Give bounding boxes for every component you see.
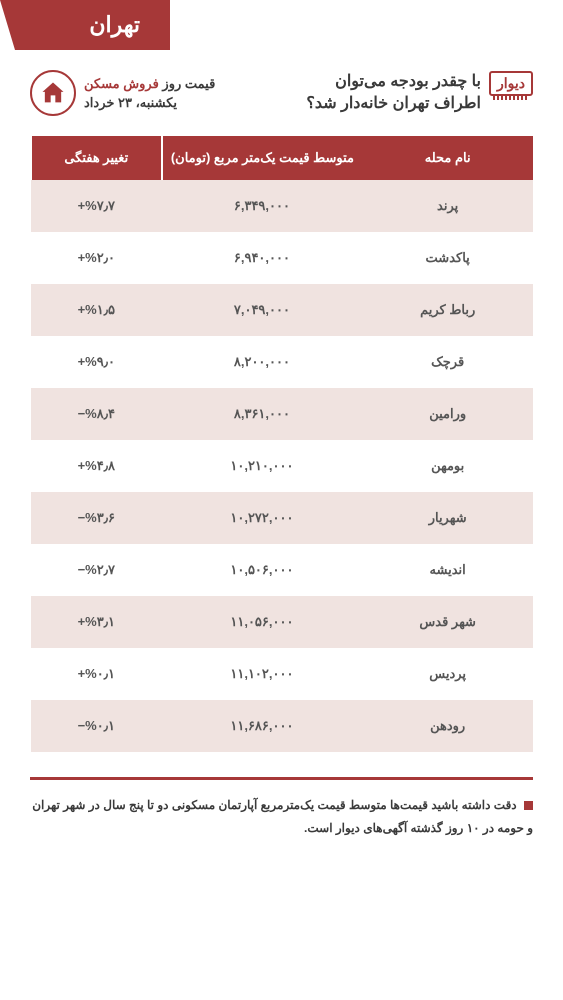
city-banner: تهران [0, 0, 170, 50]
house-icon [30, 70, 76, 116]
table-row: پردیس۱۱,۱۰۲,۰۰۰+%۰٫۱ [31, 648, 533, 700]
date-block: قیمت روز فروش مسکن یکشنبه، ۲۳ خرداد [30, 70, 215, 116]
title-block: دیوار با چقدر بودجه می‌توان اطراف تهران … [306, 71, 533, 116]
cell-change: +%۹٫۰ [31, 336, 162, 388]
bullet-icon [524, 801, 533, 810]
header-row: دیوار با چقدر بودجه می‌توان اطراف تهران … [0, 50, 563, 131]
cell-name: قرچک [362, 336, 533, 388]
cell-change: +%۰٫۱ [31, 648, 162, 700]
divar-logo: دیوار [489, 71, 533, 96]
cell-price: ۶,۳۴۹,۰۰۰ [162, 180, 363, 232]
cell-change: −%۲٫۷ [31, 544, 162, 596]
title-line-1: با چقدر بودجه می‌توان [306, 71, 481, 93]
table-row: شهر قدس۱۱,۰۵۶,۰۰۰+%۳٫۱ [31, 596, 533, 648]
table-row: شهریار۱۰,۲۷۲,۰۰۰−%۳٫۶ [31, 492, 533, 544]
table-row: اندیشه۱۰,۵۰۶,۰۰۰−%۲٫۷ [31, 544, 533, 596]
cell-name: رباط کریم [362, 284, 533, 336]
cell-change: +%۳٫۱ [31, 596, 162, 648]
cell-change: −%۸٫۴ [31, 388, 162, 440]
cell-price: ۸,۲۰۰,۰۰۰ [162, 336, 363, 388]
cell-price: ۸,۳۶۱,۰۰۰ [162, 388, 363, 440]
footer-note: دقت داشته باشید قیمت‌ها متوسط قیمت یک‌مت… [30, 777, 533, 840]
cell-change: +%۷٫۷ [31, 180, 162, 232]
cell-name: رودهن [362, 700, 533, 752]
table-body: پرند۶,۳۴۹,۰۰۰+%۷٫۷پاکدشت۶,۹۴۰,۰۰۰+%۲٫۰رب… [31, 180, 533, 752]
cell-change: −%۰٫۱ [31, 700, 162, 752]
table-row: پاکدشت۶,۹۴۰,۰۰۰+%۲٫۰ [31, 232, 533, 284]
cell-name: اندیشه [362, 544, 533, 596]
table-row: ورامین۸,۳۶۱,۰۰۰−%۸٫۴ [31, 388, 533, 440]
cell-price: ۱۱,۱۰۲,۰۰۰ [162, 648, 363, 700]
city-name: تهران [89, 12, 140, 37]
cell-price: ۱۰,۲۱۰,۰۰۰ [162, 440, 363, 492]
col-header-name: نام محله [362, 136, 533, 180]
cell-name: پردیس [362, 648, 533, 700]
title-lines: با چقدر بودجه می‌توان اطراف تهران خانه‌د… [306, 71, 481, 116]
table-row: قرچک۸,۲۰۰,۰۰۰+%۹٫۰ [31, 336, 533, 388]
cell-change: +%۲٫۰ [31, 232, 162, 284]
price-table: نام محله متوسط قیمت یک‌متر مربع (تومان) … [30, 136, 533, 752]
date-line-2: یکشنبه، ۲۳ خرداد [84, 93, 215, 113]
date-label-pre: قیمت روز [162, 76, 215, 91]
cell-change: +%۱٫۵ [31, 284, 162, 336]
title-line-2: اطراف تهران خانه‌دار شد؟ [306, 93, 481, 115]
cell-name: پرند [362, 180, 533, 232]
footer-text: دقت داشته باشید قیمت‌ها متوسط قیمت یک‌مت… [32, 798, 533, 835]
col-header-price: متوسط قیمت یک‌متر مربع (تومان) [162, 136, 363, 180]
cell-change: +%۴٫۸ [31, 440, 162, 492]
table-row: پرند۶,۳۴۹,۰۰۰+%۷٫۷ [31, 180, 533, 232]
cell-name: پاکدشت [362, 232, 533, 284]
cell-name: بومهن [362, 440, 533, 492]
col-header-change: تغییر هفتگی [31, 136, 162, 180]
date-text: قیمت روز فروش مسکن یکشنبه، ۲۳ خرداد [84, 74, 215, 113]
table-row: بومهن۱۰,۲۱۰,۰۰۰+%۴٫۸ [31, 440, 533, 492]
date-label-accent: فروش مسکن [84, 76, 159, 91]
cell-price: ۱۱,۰۵۶,۰۰۰ [162, 596, 363, 648]
table-row: رودهن۱۱,۶۸۶,۰۰۰−%۰٫۱ [31, 700, 533, 752]
cell-name: ورامین [362, 388, 533, 440]
cell-name: شهر قدس [362, 596, 533, 648]
cell-change: −%۳٫۶ [31, 492, 162, 544]
cell-price: ۶,۹۴۰,۰۰۰ [162, 232, 363, 284]
table-row: رباط کریم۷,۰۴۹,۰۰۰+%۱٫۵ [31, 284, 533, 336]
cell-price: ۱۱,۶۸۶,۰۰۰ [162, 700, 363, 752]
cell-price: ۱۰,۲۷۲,۰۰۰ [162, 492, 363, 544]
cell-price: ۱۰,۵۰۶,۰۰۰ [162, 544, 363, 596]
table-header-row: نام محله متوسط قیمت یک‌متر مربع (تومان) … [31, 136, 533, 180]
cell-name: شهریار [362, 492, 533, 544]
cell-price: ۷,۰۴۹,۰۰۰ [162, 284, 363, 336]
